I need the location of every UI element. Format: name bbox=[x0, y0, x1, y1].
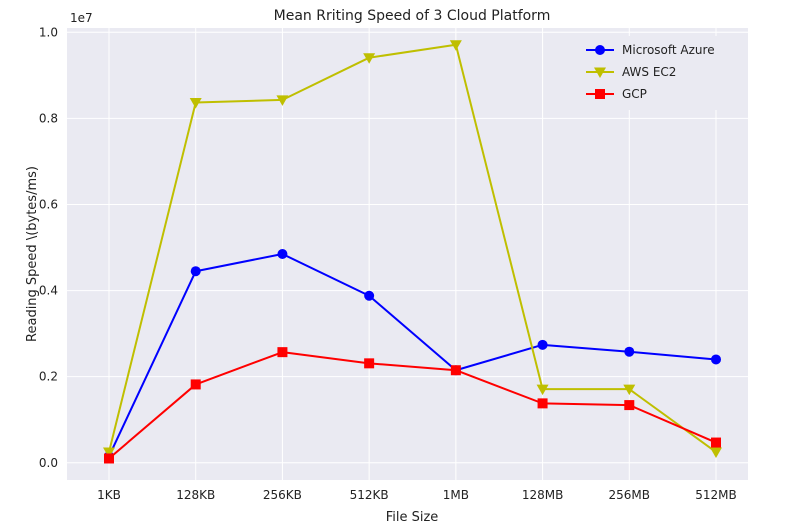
x-tick-label: 1KB bbox=[97, 488, 121, 502]
data-point-gcp bbox=[624, 400, 635, 411]
data-point-gcp bbox=[450, 365, 461, 376]
y-tick-label: 0.6 bbox=[39, 197, 58, 211]
y-tick-label: 0.4 bbox=[39, 284, 58, 298]
data-point-aws-ec2 bbox=[623, 384, 636, 396]
data-point-microsoft-azure bbox=[277, 249, 288, 259]
series-line-gcp bbox=[108, 351, 717, 460]
legend-entry-gcp: GCP bbox=[586, 87, 647, 101]
y-axis-ticks: 0.0 0.2 0.4 0.6 0.8 1.0 bbox=[39, 25, 58, 469]
x-axis-ticks: 1KB 128KB 256KB 512KB 1MB 128MB 256MB 512MB bbox=[97, 488, 737, 502]
x-tick-label: 128MB bbox=[522, 488, 564, 502]
series-gcp bbox=[104, 347, 721, 464]
x-tick-label: 128KB bbox=[176, 488, 215, 502]
data-point-microsoft-azure bbox=[190, 266, 201, 277]
y-tick-label: 0.8 bbox=[39, 111, 58, 125]
x-tick-label: 256KB bbox=[263, 488, 302, 502]
data-point-gcp bbox=[364, 358, 375, 369]
data-point-microsoft-azure bbox=[537, 339, 548, 350]
data-point-aws-ec2 bbox=[449, 40, 462, 51]
data-point-aws-ec2 bbox=[276, 95, 289, 106]
data-point-aws-ec2 bbox=[103, 447, 115, 459]
y-tick-label: 0.0 bbox=[39, 456, 58, 470]
x-tick-label: 256MB bbox=[609, 488, 651, 502]
data-point-aws-ec2 bbox=[536, 384, 549, 396]
chart-title: Mean Rriting Speed of 3 Cloud Platform bbox=[274, 8, 551, 24]
data-point-gcp bbox=[277, 347, 288, 358]
x-tick-label: 512KB bbox=[350, 488, 389, 502]
legend-label: GCP bbox=[622, 87, 647, 101]
legend-marker bbox=[595, 45, 605, 55]
legend-marker bbox=[594, 67, 606, 78]
legend-label: AWS EC2 bbox=[622, 65, 676, 79]
x-tick-label: 512MB bbox=[695, 488, 737, 502]
series-aws-ec2 bbox=[103, 40, 722, 459]
data-point-aws-ec2 bbox=[363, 53, 376, 64]
legend-entry-microsoft-azure: Microsoft Azure bbox=[586, 43, 715, 57]
series-line-aws-ec2 bbox=[108, 43, 717, 453]
data-point-microsoft-azure bbox=[364, 290, 375, 301]
legend: Microsoft Azure AWS EC2 GCP bbox=[576, 36, 740, 110]
data-point-gcp bbox=[537, 398, 548, 409]
legend-label: Microsoft Azure bbox=[622, 43, 715, 57]
data-point-microsoft-azure bbox=[624, 346, 635, 357]
data-point-gcp bbox=[190, 379, 201, 390]
legend-entry-aws-ec2: AWS EC2 bbox=[586, 65, 676, 79]
data-point-aws-ec2 bbox=[710, 447, 722, 459]
y-tick-label: 0.2 bbox=[39, 370, 58, 384]
y-tick-label: 1.0 bbox=[39, 25, 58, 39]
legend-marker bbox=[595, 89, 605, 99]
data-point-gcp bbox=[711, 437, 721, 448]
series-layer bbox=[103, 40, 722, 464]
data-point-gcp bbox=[104, 453, 114, 464]
data-point-microsoft-azure bbox=[711, 354, 721, 365]
y-offset-label: 1e7 bbox=[70, 11, 93, 25]
data-point-aws-ec2 bbox=[189, 97, 202, 109]
x-axis-label: File Size bbox=[386, 510, 439, 525]
x-tick-label: 1MB bbox=[443, 488, 469, 502]
series-line-microsoft-azure bbox=[108, 253, 717, 457]
y-axis-label: Reading Speed \(bytes/ms) bbox=[25, 166, 40, 342]
